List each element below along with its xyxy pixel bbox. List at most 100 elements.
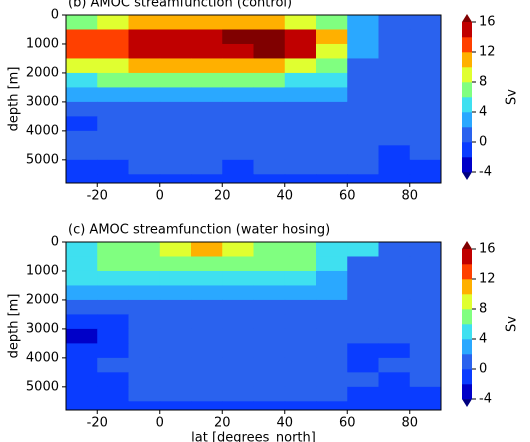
contour-cell bbox=[284, 314, 317, 330]
contour-cell bbox=[66, 145, 98, 161]
contour-cell bbox=[253, 72, 286, 88]
contour-cell bbox=[316, 174, 348, 184]
colorbar-tick-label: 16 bbox=[479, 15, 496, 30]
contour-cell bbox=[97, 15, 129, 30]
contour-cell bbox=[378, 242, 411, 257]
contour-cell bbox=[253, 58, 286, 74]
colorbar-tick-label: 12 bbox=[479, 272, 496, 287]
contour-cell bbox=[191, 15, 223, 30]
contour-cell bbox=[347, 101, 379, 117]
contour-cell bbox=[128, 130, 161, 146]
contour-cell bbox=[253, 343, 286, 359]
contour-cell bbox=[128, 372, 161, 388]
contour-cell bbox=[409, 372, 442, 388]
y-tick-label: 5000 bbox=[26, 152, 59, 167]
contour-cell bbox=[409, 87, 442, 103]
colorbar-segment bbox=[462, 97, 472, 113]
colorbar-segment bbox=[462, 67, 472, 83]
contour-cell bbox=[253, 159, 286, 175]
contour-cell bbox=[128, 58, 161, 74]
contour-cell bbox=[97, 343, 129, 359]
colorbar-segment bbox=[462, 82, 472, 98]
contour-cell bbox=[409, 285, 442, 301]
colorbar-tick-label: -4 bbox=[479, 392, 492, 407]
contour-cell bbox=[409, 101, 442, 117]
contour-cell bbox=[253, 401, 286, 411]
contour-cell bbox=[191, 314, 223, 330]
colorbar-segment bbox=[462, 127, 472, 143]
colorbar-segment bbox=[462, 384, 472, 400]
contour-cell bbox=[284, 101, 317, 117]
contour-cell bbox=[66, 87, 98, 103]
contour-cell bbox=[409, 242, 442, 257]
contour-cell bbox=[409, 357, 442, 373]
contour-cell bbox=[128, 343, 161, 359]
contour-cell bbox=[378, 270, 411, 286]
contour-cell bbox=[97, 174, 129, 184]
y-tick-label: 3000 bbox=[26, 321, 59, 336]
contour-cell bbox=[191, 116, 223, 132]
contour-cell bbox=[284, 159, 317, 175]
contour-cell bbox=[97, 401, 129, 411]
contour-cell bbox=[159, 15, 192, 30]
contour-cell bbox=[97, 285, 129, 301]
contour-cell bbox=[222, 357, 254, 373]
panel-title: (c) AMOC streamfunction (water hosing) bbox=[68, 223, 330, 238]
contour-cell bbox=[97, 87, 129, 103]
contour-cell bbox=[191, 242, 223, 257]
contour-cell bbox=[409, 299, 442, 315]
contour-cell bbox=[159, 270, 192, 286]
contour-cell bbox=[253, 130, 286, 146]
contour-cell bbox=[191, 357, 223, 373]
contour-cell bbox=[378, 159, 411, 175]
contour-cell bbox=[66, 130, 98, 146]
contour-cell bbox=[378, 174, 411, 184]
contour-cell bbox=[159, 299, 192, 315]
contour-cell bbox=[191, 29, 223, 45]
contour-cell bbox=[128, 299, 161, 315]
y-tick-label: 0 bbox=[51, 235, 59, 250]
contour-cell bbox=[316, 43, 348, 59]
contour-cell bbox=[128, 87, 161, 103]
contour-cell bbox=[222, 328, 254, 344]
contour-cell bbox=[253, 314, 286, 330]
contour-cell bbox=[378, 401, 411, 411]
contour-cell bbox=[66, 299, 98, 315]
contour-cell bbox=[159, 328, 192, 344]
contour-cell bbox=[253, 116, 286, 132]
contour-cell bbox=[316, 256, 348, 272]
contour-cell bbox=[253, 15, 286, 30]
contour-cell bbox=[347, 58, 379, 74]
contour-cell bbox=[66, 386, 98, 402]
contour-cell bbox=[284, 145, 317, 161]
contour-cell bbox=[97, 357, 129, 373]
contour-cell bbox=[97, 270, 129, 286]
contour-cell bbox=[409, 43, 442, 59]
contour-cell bbox=[222, 285, 254, 301]
contour-cell bbox=[66, 372, 98, 388]
contour-cell bbox=[159, 386, 192, 402]
contour-cell bbox=[409, 58, 442, 74]
contour-cell bbox=[378, 372, 411, 388]
contour-cell bbox=[284, 357, 317, 373]
contour-cell bbox=[97, 256, 129, 272]
contour-cell bbox=[191, 299, 223, 315]
contour-cell bbox=[66, 256, 98, 272]
contour-cell bbox=[253, 270, 286, 286]
contour-cell bbox=[128, 314, 161, 330]
contour-cell bbox=[347, 285, 379, 301]
contour-cell bbox=[159, 242, 192, 257]
contour-cell bbox=[409, 72, 442, 88]
contour-cell bbox=[347, 43, 379, 59]
contour-cell bbox=[316, 29, 348, 45]
contour-cell bbox=[97, 43, 129, 59]
contour-cell bbox=[316, 328, 348, 344]
contour-cell bbox=[284, 43, 317, 59]
colorbar-segment bbox=[462, 52, 472, 68]
contour-cell bbox=[347, 299, 379, 315]
contour-cell bbox=[347, 145, 379, 161]
contour-cell bbox=[378, 328, 411, 344]
contour-cell bbox=[316, 401, 348, 411]
contour-cell bbox=[253, 174, 286, 184]
contour-cell bbox=[347, 159, 379, 175]
